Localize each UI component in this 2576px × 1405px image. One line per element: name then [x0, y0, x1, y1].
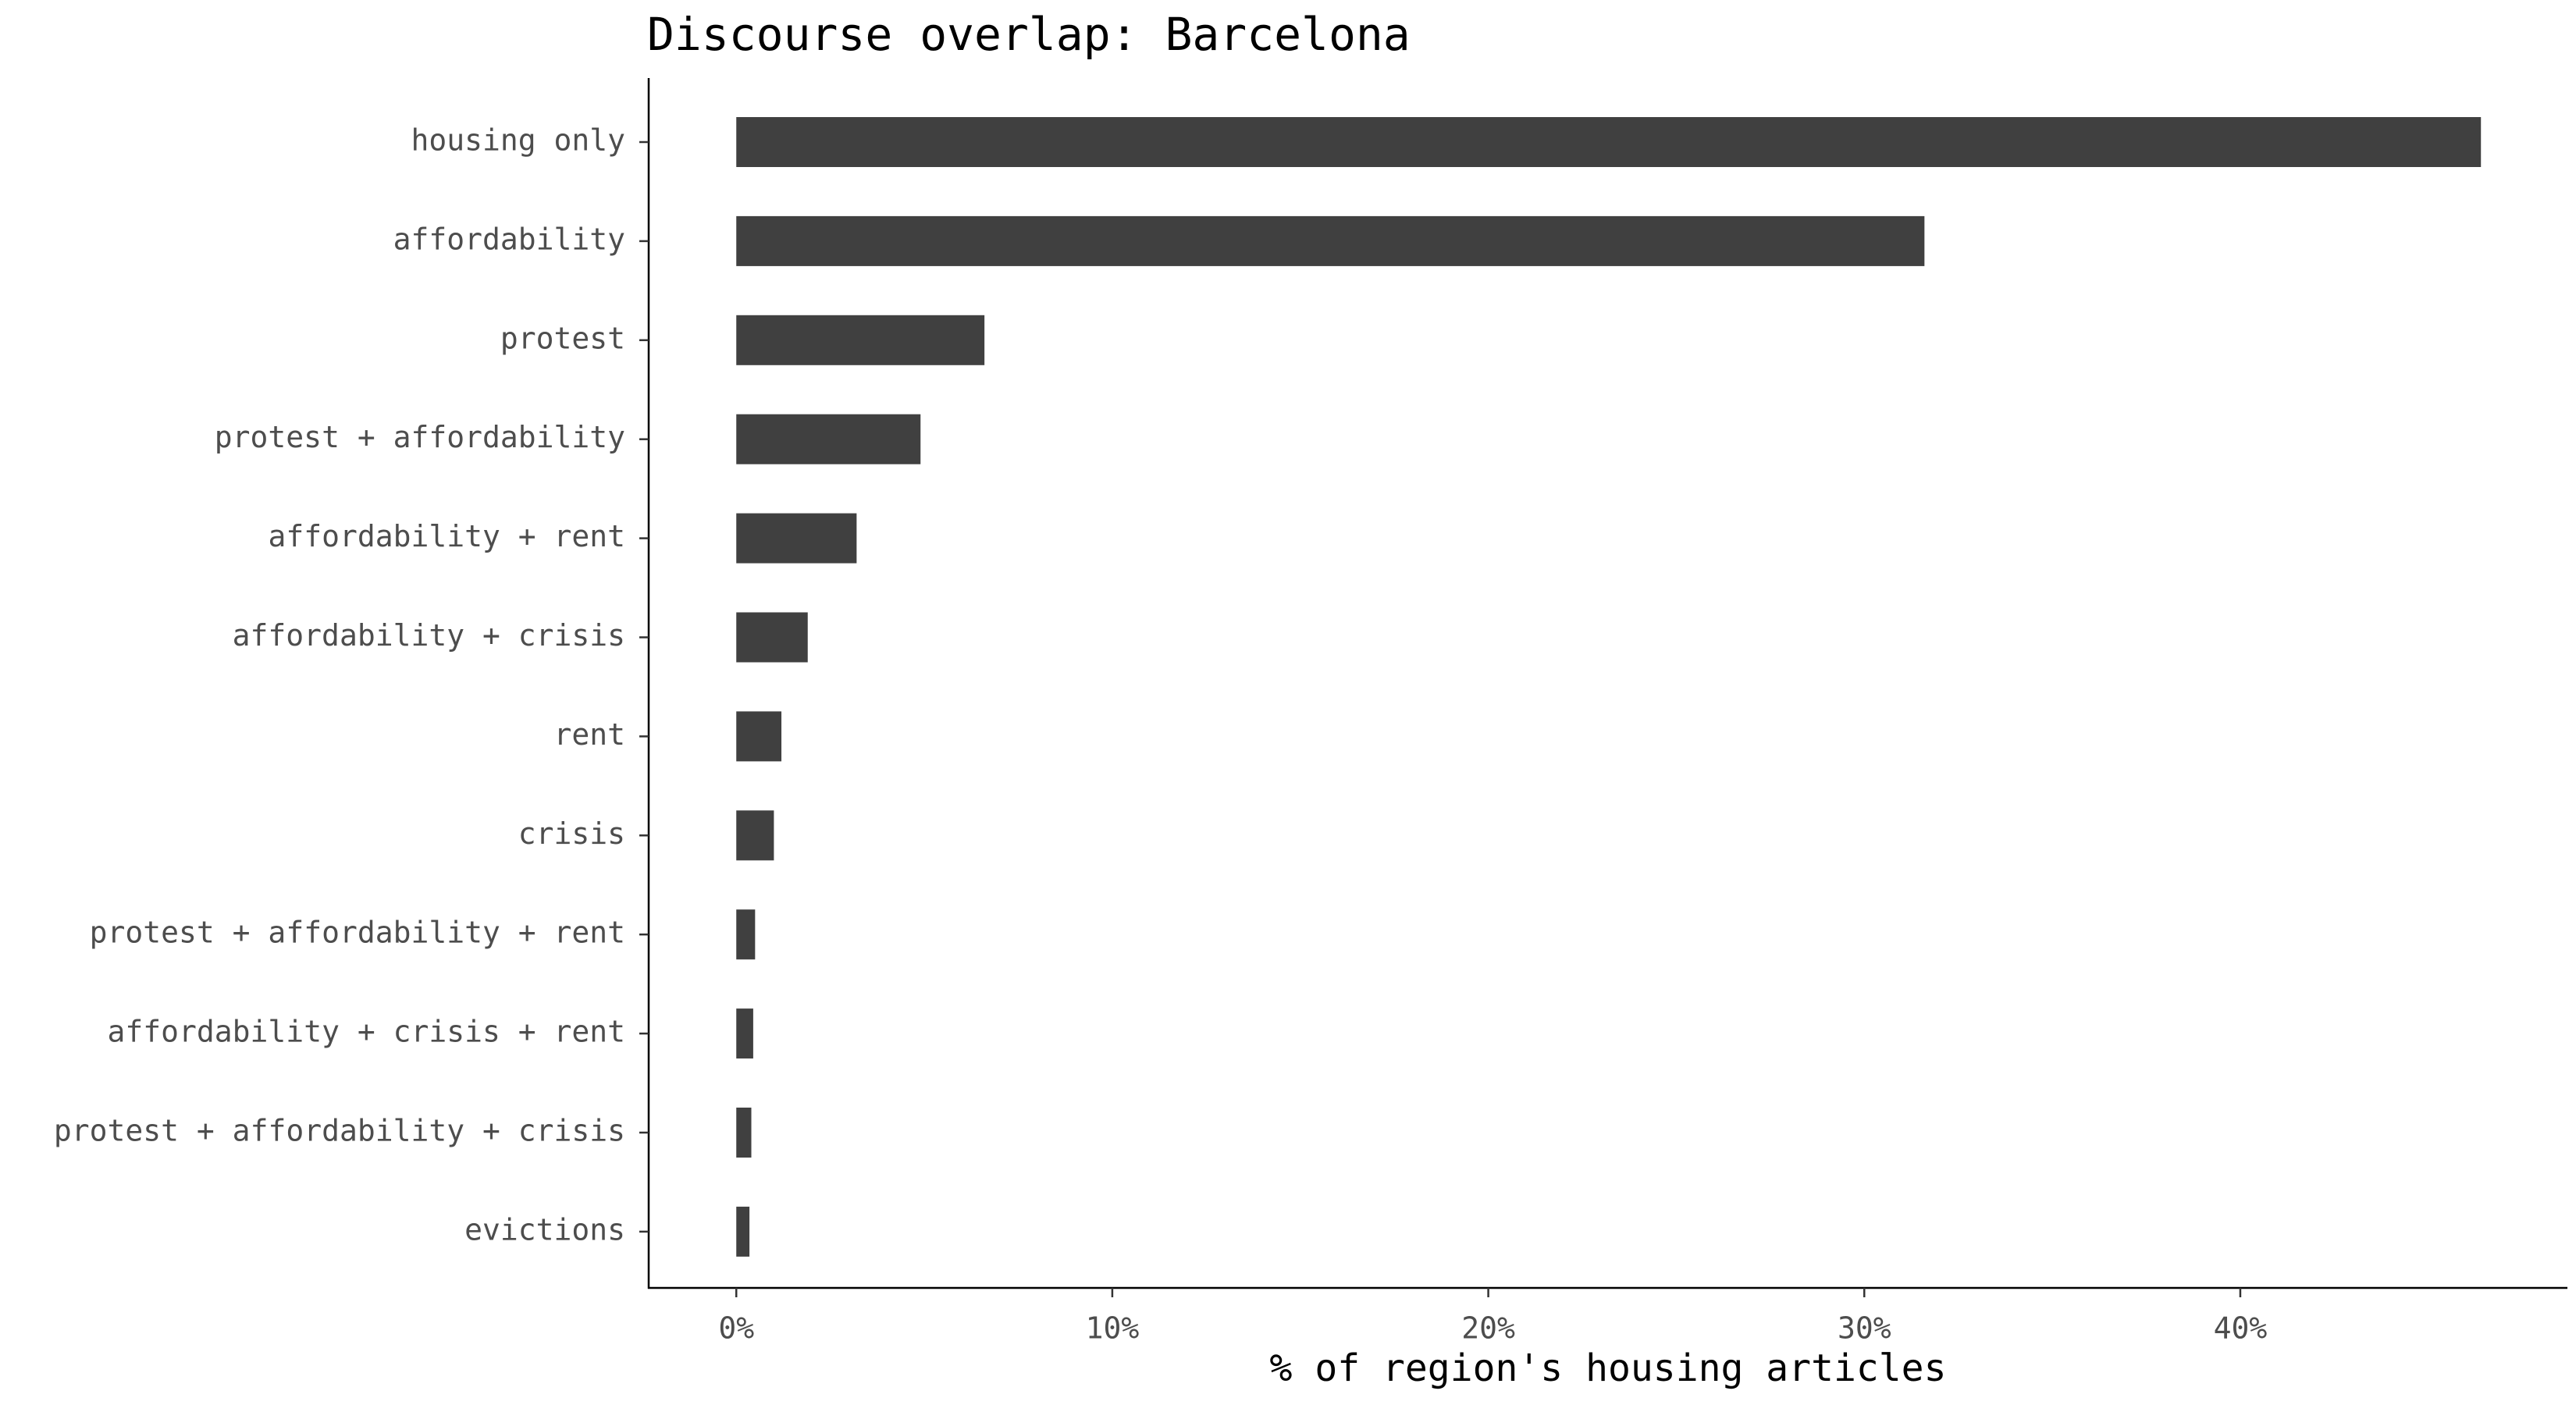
- x-tick-label: 20%: [1461, 1311, 1515, 1346]
- x-tick-label: 40%: [2214, 1311, 2268, 1346]
- bar: [736, 513, 857, 564]
- y-tick-label: affordability: [393, 222, 625, 256]
- y-tick-label: rent: [553, 717, 625, 752]
- bar: [736, 1008, 753, 1059]
- bar: [736, 215, 1925, 266]
- bar: [736, 711, 782, 762]
- bar: [736, 315, 985, 365]
- y-tick-label: protest + affordability: [215, 420, 625, 454]
- x-tick-label: 0%: [718, 1311, 754, 1346]
- bar: [736, 1108, 752, 1158]
- y-tick-label: protest + affordability + rent: [90, 916, 625, 950]
- bar: [736, 612, 808, 663]
- y-tick-label: affordability + rent: [268, 519, 625, 553]
- y-tick-label: affordability + crisis + rent: [108, 1015, 625, 1049]
- y-tick-label: affordability + crisis: [233, 618, 625, 653]
- chart-title: Discourse overlap: Barcelona: [647, 8, 1411, 61]
- bar: [736, 414, 921, 464]
- bar: [736, 1206, 750, 1257]
- x-tick-label: 30%: [1838, 1311, 1891, 1346]
- bar: [736, 117, 2482, 167]
- y-tick-label: protest + affordability + crisis: [54, 1114, 625, 1148]
- y-tick-label: housing only: [411, 123, 625, 158]
- bar: [736, 810, 774, 861]
- y-tick-label: crisis: [518, 816, 625, 851]
- y-tick-label: protest: [500, 321, 625, 355]
- bar: [736, 909, 756, 960]
- x-tick-label: 10%: [1086, 1311, 1140, 1346]
- y-tick-label: evictions: [464, 1212, 625, 1247]
- x-axis-title: % of region's housing articles: [1270, 1346, 1947, 1390]
